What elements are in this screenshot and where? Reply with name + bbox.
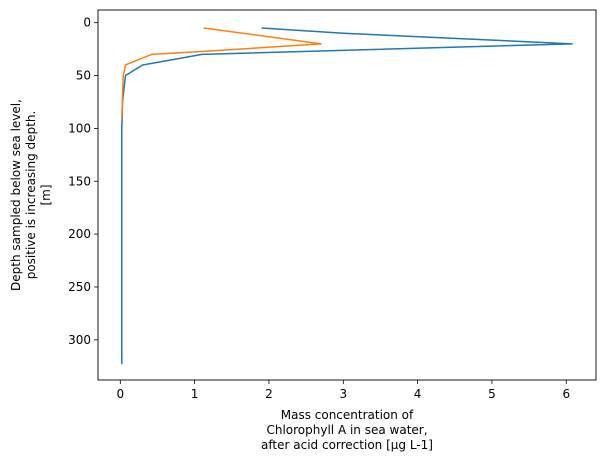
y-tick-label: 100 (68, 121, 91, 135)
series-line-2 (121, 27, 322, 118)
series-layer (121, 27, 573, 365)
x-tick-label: 0 (116, 387, 124, 401)
x-axis-label-line: after acid correction [µg L-1] (261, 438, 433, 452)
y-axis-label-line: positive is increasing depth. (24, 111, 38, 280)
y-tick-label: 300 (68, 333, 91, 347)
y-axis-label-line: [m] (39, 184, 53, 205)
y-tick-label: 0 (83, 16, 91, 30)
y-tick-label: 200 (68, 227, 91, 241)
plot-frame (97, 9, 597, 381)
x-tick-label: 4 (414, 387, 422, 401)
x-tick-label: 1 (191, 387, 199, 401)
y-tick-label: 250 (68, 280, 91, 294)
y-tick-label: 50 (76, 69, 91, 83)
x-axis-label-line: Mass concentration of (281, 408, 414, 422)
x-axis-ticks: 0 1 2 3 4 5 6 (116, 380, 570, 401)
y-axis-label-line: Depth sampled below sea level, (9, 99, 23, 291)
x-axis-label: Mass concentration of Chlorophyll A in se… (261, 408, 433, 452)
series-line-1 (121, 27, 573, 365)
x-tick-label: 2 (265, 387, 273, 401)
y-axis-ticks: 0 50 100 150 200 250 300 (68, 16, 98, 347)
x-axis-label-line: Chlorophyll A in sea water, (266, 423, 427, 437)
x-tick-label: 6 (562, 387, 570, 401)
x-tick-label: 3 (339, 387, 347, 401)
y-tick-label: 150 (68, 174, 91, 188)
x-tick-label: 5 (488, 387, 496, 401)
y-axis-label: Depth sampled below sea level,positive i… (9, 99, 53, 291)
